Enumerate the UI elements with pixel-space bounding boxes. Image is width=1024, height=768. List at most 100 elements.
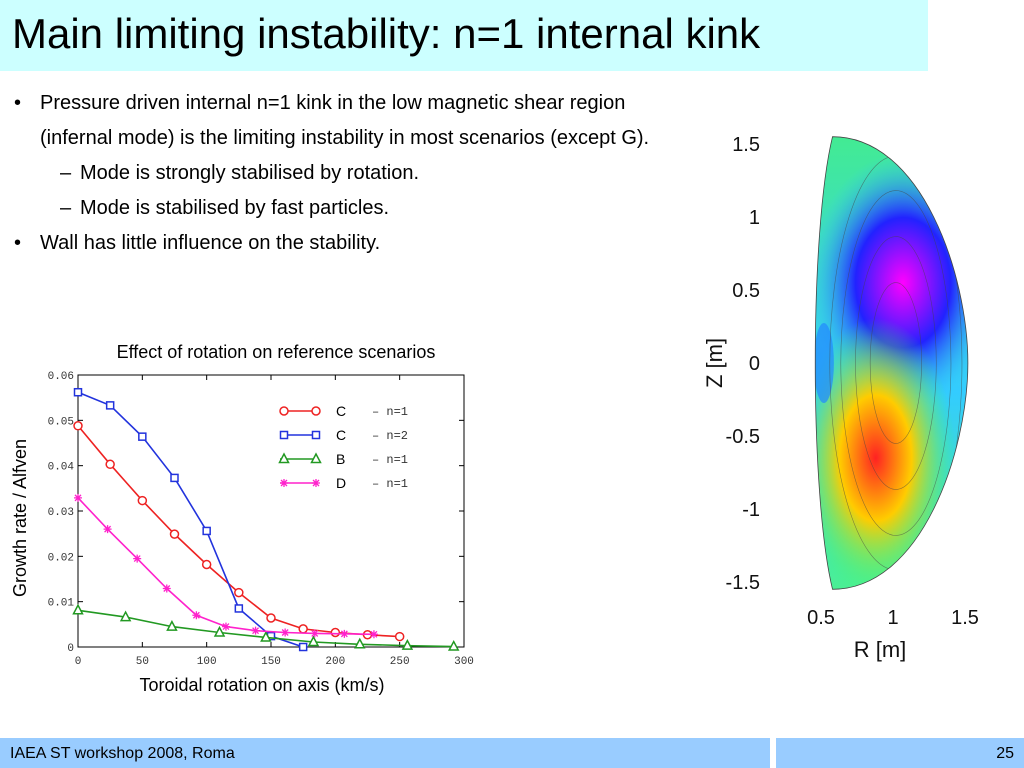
y-tick-label: 0.01 <box>48 598 75 610</box>
r-axis-label: R [m] <box>854 637 907 662</box>
z-axis-label: Z [m] <box>702 338 727 388</box>
flux-surface <box>869 282 922 444</box>
y-tick-label: 0.06 <box>48 371 74 383</box>
footer-text: IAEA ST workshop 2008, Roma <box>10 745 235 762</box>
r-tick-label: 1 <box>887 607 898 629</box>
data-point <box>298 642 308 652</box>
sub-bullet-text: Mode is stabilised by fast particles. <box>80 197 390 219</box>
data-point <box>307 635 320 647</box>
data-point <box>312 479 320 487</box>
data-point <box>447 639 460 651</box>
series-line <box>77 497 374 636</box>
legend-label: B <box>336 451 345 467</box>
series-line <box>77 391 304 648</box>
series-d-3 <box>74 493 378 639</box>
legend-suffix: – n=1 <box>372 477 408 491</box>
legend-entry: B – n=1 <box>278 451 408 467</box>
flux-surface <box>840 190 952 536</box>
y-tick-label: 0 <box>67 643 74 655</box>
bullet-marker: • <box>14 92 22 114</box>
data-point <box>251 626 260 635</box>
sub-bullet-marker: – <box>60 162 72 184</box>
data-point <box>103 525 112 534</box>
r-tick-label: 1.5 <box>951 607 979 629</box>
footer-bar: IAEA ST workshop 2008, Roma <box>0 738 770 768</box>
data-point <box>279 406 289 416</box>
z-tick-label: 1.5 <box>732 134 760 156</box>
series-b-2 <box>72 603 460 651</box>
data-point <box>72 603 84 615</box>
page-number: 25 <box>996 745 1014 762</box>
title-bar: Main limiting instability: n=1 internal … <box>0 0 928 71</box>
inner-mode-lobe <box>815 323 834 403</box>
data-point <box>278 452 290 464</box>
y-axis-label: Growth rate / Alfven <box>10 439 30 597</box>
slide-title: Main limiting instability: n=1 internal … <box>12 10 761 57</box>
data-point <box>310 629 319 638</box>
legend-entry: C – n=1 <box>279 403 408 419</box>
sub-bullet-item: – Mode is stabilised by fast particles. <box>14 191 674 226</box>
data-point <box>354 637 366 649</box>
bullet-marker: • <box>14 232 22 254</box>
data-point <box>170 473 179 483</box>
data-point <box>281 628 290 637</box>
x-tick-label: 300 <box>454 656 474 668</box>
x-tick-label: 250 <box>390 656 410 668</box>
data-point <box>73 387 83 397</box>
x-tick-label: 50 <box>136 656 149 668</box>
legend-label: D <box>336 475 346 491</box>
x-tick-label: 100 <box>197 656 217 668</box>
data-point <box>234 604 244 613</box>
data-point <box>369 630 378 639</box>
data-point <box>138 432 147 441</box>
bullet-item: • Wall has little influence on the stabi… <box>14 226 674 261</box>
sub-bullet-text: Mode is strongly stabilised by rotation. <box>80 162 420 184</box>
data-point <box>137 495 148 506</box>
data-point <box>298 624 308 634</box>
data-point <box>133 554 142 563</box>
y-tick-label: 0.04 <box>48 462 75 474</box>
chart-title: Effect of rotation on reference scenario… <box>117 342 436 362</box>
x-tick-label: 150 <box>261 656 281 668</box>
data-point <box>221 622 230 631</box>
z-tick-label: 1 <box>749 207 760 229</box>
data-point <box>310 452 322 464</box>
data-point <box>260 630 272 642</box>
data-point <box>162 584 171 593</box>
legend-entry: D – n=1 <box>280 475 408 491</box>
mode-structure-plot: 1.5 1 0.5 0 -0.5 -1 -1.5 0.5 1 1.5 R [m] Z [m] <box>690 112 1010 672</box>
data-point <box>266 613 276 623</box>
mode-structure-svg: 1.5 1 0.5 0 -0.5 -1 -1.5 0.5 1 1.5 R [m] Z [m] <box>702 134 979 662</box>
legend-suffix: – n=1 <box>372 405 408 419</box>
data-point <box>280 479 288 487</box>
data-point <box>311 406 321 416</box>
bullet-list: • Pressure driven internal n=1 kink in t… <box>14 86 674 261</box>
flux-surface <box>855 236 937 490</box>
data-point <box>105 459 115 470</box>
data-point <box>74 493 82 502</box>
z-tick-label: -0.5 <box>726 426 760 448</box>
data-point <box>202 526 211 536</box>
z-tick-label: 0 <box>749 353 760 375</box>
data-point <box>201 559 212 570</box>
data-point <box>166 619 178 631</box>
z-tick-label: -1 <box>742 499 760 521</box>
bullet-text: Pressure driven internal n=1 kink in the… <box>40 92 650 149</box>
x-axis-label: Toroidal rotation on axis (km/s) <box>139 675 384 695</box>
data-point <box>73 421 83 431</box>
data-point <box>330 627 341 638</box>
legend-label: C <box>336 403 346 419</box>
positive-mode-lobe <box>815 317 956 590</box>
growth-rate-chart-svg: Effect of rotation on reference scenario… <box>10 342 474 695</box>
plasma-boundary <box>814 136 969 590</box>
legend-suffix: – n=2 <box>372 429 408 443</box>
x-tick-label: 0 <box>75 656 82 668</box>
data-point <box>213 625 226 637</box>
x-tick-label: 200 <box>325 656 345 668</box>
data-point <box>279 430 289 440</box>
sub-bullet-item: – Mode is strongly stabilised by rotatio… <box>14 156 674 191</box>
bullet-item: • Pressure driven internal n=1 kink in t… <box>14 86 674 156</box>
r-tick-label: 0.5 <box>807 607 835 629</box>
y-tick-label: 0.02 <box>48 552 74 564</box>
z-tick-label: -1.5 <box>726 572 760 594</box>
